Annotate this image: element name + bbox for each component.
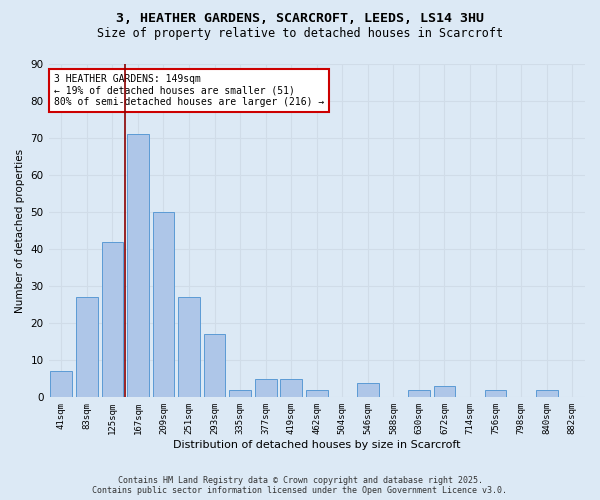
Bar xyxy=(357,382,379,398)
Bar xyxy=(408,390,430,398)
Text: Contains HM Land Registry data © Crown copyright and database right 2025.
Contai: Contains HM Land Registry data © Crown c… xyxy=(92,476,508,495)
Bar xyxy=(255,379,277,398)
Bar xyxy=(306,390,328,398)
Bar xyxy=(50,372,72,398)
Bar xyxy=(178,298,200,398)
Bar xyxy=(536,390,557,398)
Bar xyxy=(434,386,455,398)
Bar xyxy=(280,379,302,398)
Bar xyxy=(76,298,98,398)
Bar xyxy=(485,390,506,398)
Bar xyxy=(101,242,123,398)
Bar xyxy=(127,134,149,398)
Bar xyxy=(229,390,251,398)
Bar xyxy=(152,212,175,398)
Text: 3, HEATHER GARDENS, SCARCROFT, LEEDS, LS14 3HU: 3, HEATHER GARDENS, SCARCROFT, LEEDS, LS… xyxy=(116,12,484,26)
Text: 3 HEATHER GARDENS: 149sqm
← 19% of detached houses are smaller (51)
80% of semi-: 3 HEATHER GARDENS: 149sqm ← 19% of detac… xyxy=(54,74,324,107)
Bar xyxy=(204,334,226,398)
X-axis label: Distribution of detached houses by size in Scarcroft: Distribution of detached houses by size … xyxy=(173,440,461,450)
Y-axis label: Number of detached properties: Number of detached properties xyxy=(15,148,25,312)
Text: Size of property relative to detached houses in Scarcroft: Size of property relative to detached ho… xyxy=(97,28,503,40)
